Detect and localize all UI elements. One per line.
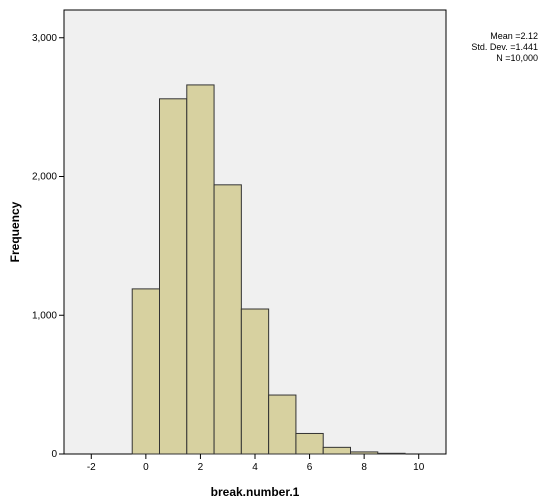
histogram-bar-7 <box>322 446 352 455</box>
histogram-bar-1 <box>159 98 188 455</box>
x-tick-label-4: 6 <box>307 462 313 473</box>
bars-group <box>131 84 406 455</box>
x-tick-label-6: 10 <box>413 462 425 473</box>
histogram-bar-8 <box>350 451 379 455</box>
y-tick-label-3: 3,000 <box>32 33 57 44</box>
histogram-bar-2 <box>186 84 215 455</box>
histogram-bar-5 <box>268 394 297 455</box>
y-tick-label-1: 1,000 <box>32 310 57 321</box>
x-axis: -2 0 2 4 6 8 10 <box>87 454 425 473</box>
histogram-bar-0 <box>131 288 160 455</box>
stat-n: N =10,000 <box>496 53 538 63</box>
statistics-box: Mean =2.12 Std. Dev. =1.441 N =10,000 <box>471 31 538 63</box>
x-tick-label-2: 2 <box>198 462 204 473</box>
x-tick-label-0: -2 <box>87 462 96 473</box>
stat-mean: Mean =2.12 <box>490 31 538 41</box>
histogram-bar-6 <box>295 432 324 455</box>
y-axis: 0 1,000 2,000 3,000 <box>32 33 64 460</box>
histogram-bar-4 <box>240 308 270 455</box>
y-tick-label-0: 0 <box>51 449 57 460</box>
x-tick-label-1: 0 <box>143 462 149 473</box>
stat-std-dev: Std. Dev. =1.441 <box>471 42 538 52</box>
x-tick-label-5: 8 <box>361 462 367 473</box>
y-tick-label-2: 2,000 <box>32 172 57 183</box>
histogram-bar-3 <box>213 184 242 455</box>
x-axis-title: break.number.1 <box>211 485 300 499</box>
histogram-bar-9 <box>377 452 406 455</box>
y-axis-title: Frequency <box>8 201 22 262</box>
x-tick-label-3: 4 <box>252 462 258 473</box>
